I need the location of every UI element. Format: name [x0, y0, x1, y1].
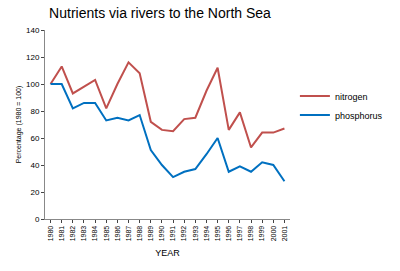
svg-text:1988: 1988 — [136, 226, 143, 242]
svg-text:1996: 1996 — [225, 226, 232, 242]
svg-text:1992: 1992 — [180, 226, 187, 242]
svg-text:1982: 1982 — [69, 226, 76, 242]
svg-text:1980: 1980 — [47, 226, 54, 242]
svg-text:1990: 1990 — [158, 226, 165, 242]
svg-text:1983: 1983 — [80, 226, 87, 242]
svg-text:YEAR: YEAR — [155, 248, 180, 258]
svg-text:nitrogen: nitrogen — [335, 92, 368, 102]
svg-text:Nutrients via rivers to the No: Nutrients via rivers to the North Sea — [49, 5, 271, 21]
svg-text:2000: 2000 — [270, 226, 277, 242]
svg-text:1987: 1987 — [125, 226, 132, 242]
svg-text:1985: 1985 — [103, 226, 110, 242]
svg-text:1997: 1997 — [236, 226, 243, 242]
svg-text:1993: 1993 — [192, 226, 199, 242]
svg-text:80: 80 — [30, 107, 39, 116]
svg-text:140: 140 — [26, 26, 40, 35]
svg-text:1999: 1999 — [258, 226, 265, 242]
svg-text:20: 20 — [30, 188, 39, 197]
svg-text:60: 60 — [30, 134, 39, 143]
svg-text:120: 120 — [26, 53, 40, 62]
svg-text:1998: 1998 — [247, 226, 254, 242]
svg-text:phosphorus: phosphorus — [335, 111, 383, 121]
svg-text:Percentage (1980 = 100): Percentage (1980 = 100) — [15, 86, 23, 164]
svg-text:1994: 1994 — [203, 226, 210, 242]
svg-text:100: 100 — [26, 80, 40, 89]
svg-text:0: 0 — [35, 215, 40, 224]
svg-text:1989: 1989 — [147, 226, 154, 242]
svg-text:1995: 1995 — [214, 226, 221, 242]
svg-text:2001: 2001 — [281, 226, 288, 242]
svg-text:1984: 1984 — [91, 226, 98, 242]
svg-text:40: 40 — [30, 161, 39, 170]
svg-text:1981: 1981 — [58, 226, 65, 242]
svg-text:1991: 1991 — [169, 226, 176, 242]
svg-text:1986: 1986 — [114, 226, 121, 242]
